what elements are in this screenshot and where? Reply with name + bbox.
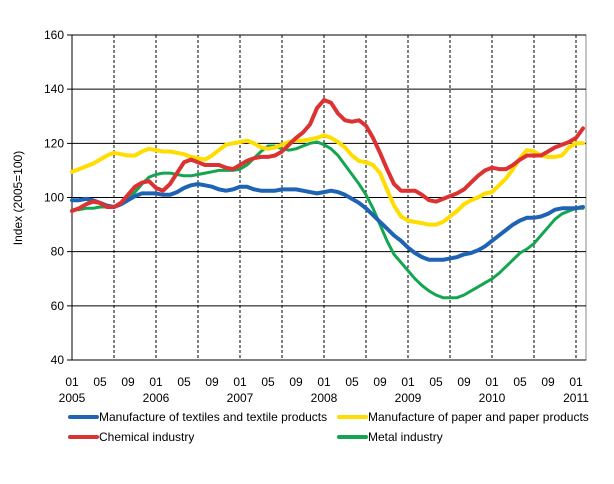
legend: Manufacture of textiles and textile prod…: [68, 410, 589, 444]
legend-label: Metal industry: [368, 430, 443, 444]
x-tick-label: 09: [289, 375, 303, 389]
legend-item-metal: Metal industry: [337, 430, 443, 444]
x-tick-label: 01: [485, 375, 499, 389]
x-tick-year-label: 2008: [311, 391, 338, 405]
y-tick-label: 40: [51, 353, 65, 367]
x-tick-label: 09: [457, 375, 471, 389]
legend-label: Manufacture of paper and paper products: [368, 410, 589, 424]
x-tick-label: 01: [149, 375, 163, 389]
x-tick-year-label: 2011: [563, 391, 589, 405]
series-line-0: [70, 182, 585, 262]
x-tick-label: 05: [261, 375, 275, 389]
x-tick-label: 01: [317, 375, 331, 389]
x-tick-label: 05: [93, 375, 107, 389]
series-line-1: [70, 133, 585, 227]
series-lines: [70, 98, 585, 300]
x-tick-label: 05: [345, 375, 359, 389]
x-tick-label: 01: [401, 375, 415, 389]
series-line-3: [70, 140, 585, 300]
legend-item-textiles: Manufacture of textiles and textile prod…: [68, 410, 327, 424]
series-line-2: [70, 98, 585, 213]
x-tick-label: 01: [233, 375, 247, 389]
x-tick-year-label: 2005: [59, 391, 86, 405]
x-tick-label: 05: [513, 375, 527, 389]
x-tick-year-label: 2009: [395, 391, 422, 405]
legend-item-chemical: Chemical industry: [68, 430, 194, 444]
grid: [67, 34, 587, 361]
x-tick-label: 05: [177, 375, 191, 389]
legend-label: Chemical industry: [99, 430, 194, 444]
y-tick-label: 80: [51, 245, 65, 259]
x-axis-ticks: 01 2005 05 09 01 2006 05 09 01 2007 05 09 01 2008 05 09…: [59, 375, 590, 405]
x-tick-label: 09: [541, 375, 555, 389]
y-tick-label: 100: [44, 191, 64, 205]
x-tick-label: 09: [121, 375, 135, 389]
x-tick-year-label: 2006: [143, 391, 170, 405]
x-tick-label: 09: [205, 375, 219, 389]
x-tick-label: 01: [65, 375, 79, 389]
y-tick-label: 160: [44, 28, 64, 42]
y-tick-label: 60: [51, 299, 65, 313]
x-tick-year-label: 2007: [227, 391, 254, 405]
x-tick-label: 09: [373, 375, 387, 389]
y-axis-ticks: 40 60 80 100 120 140 160: [44, 28, 64, 367]
y-axis-label: Index (2005=100): [11, 151, 25, 245]
x-tick-label: 05: [429, 375, 443, 389]
x-tick-year-label: 2010: [479, 391, 506, 405]
legend-item-paper: Manufacture of paper and paper products: [337, 410, 589, 424]
legend-label: Manufacture of textiles and textile prod…: [99, 410, 327, 424]
y-tick-label: 120: [44, 136, 64, 150]
x-tick-label: 01: [569, 375, 583, 389]
y-tick-label: 140: [44, 82, 64, 96]
